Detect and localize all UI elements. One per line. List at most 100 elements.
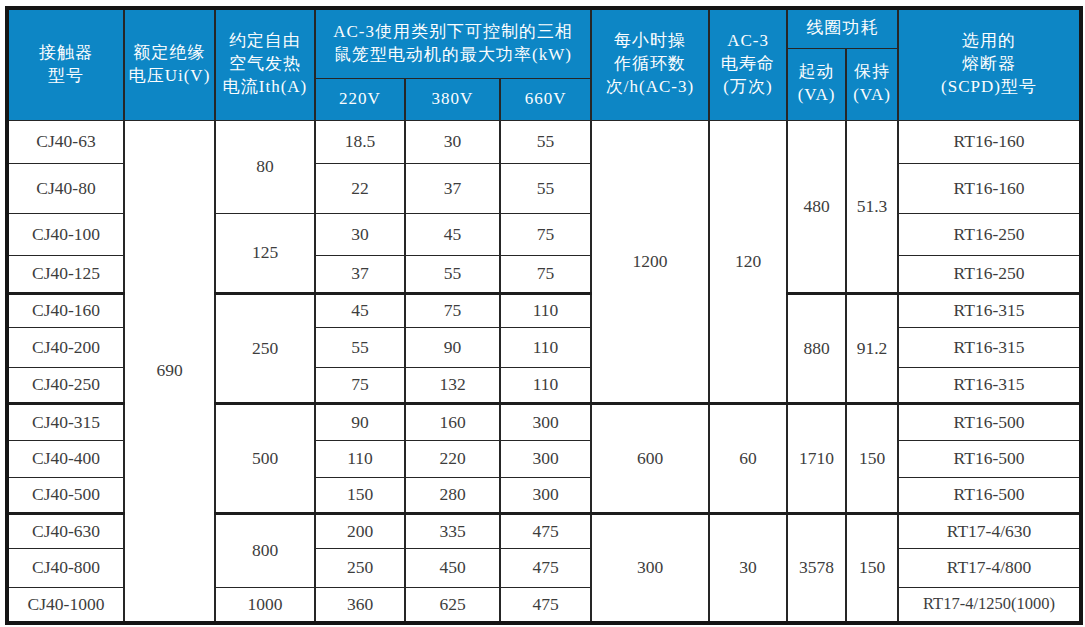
cell-start-va: 1710 (787, 403, 846, 513)
header-operating-cycles: 每小时操 作循环数 次/h(AC-3) (591, 8, 709, 120)
cell-power-380: 30 (405, 120, 500, 163)
cell-power-660: 110 (500, 367, 591, 403)
table-row: CJ40-63 690 80 18.5 30 55 1200 120 480 5… (7, 120, 1081, 163)
cell-power-660: 300 (500, 403, 591, 440)
table-header: 接触器 型号 额定绝缘 电压Ui(V) 约定自由 空气发热 电流Ith(A) A… (7, 8, 1081, 120)
cell-hold-va: 150 (846, 513, 898, 623)
cell-model: CJ40-400 (7, 440, 124, 477)
cell-power-380: 625 (405, 587, 500, 623)
cell-power-220: 110 (315, 440, 405, 477)
header-voltage-660v: 660V (500, 78, 591, 120)
cell-life: 120 (709, 120, 787, 403)
cell-hold-va: 91.2 (846, 293, 898, 403)
cell-power-220: 150 (315, 477, 405, 513)
cell-power-660: 300 (500, 477, 591, 513)
cell-model: CJ40-80 (7, 163, 124, 213)
cell-start-va: 3578 (787, 513, 846, 623)
cell-fuse: RT17-4/800 (898, 548, 1081, 587)
cell-power-380: 45 (405, 213, 500, 255)
header-coil-consumption: 线圈功耗 (787, 8, 898, 48)
cell-fuse: RT16-250 (898, 213, 1081, 255)
cell-power-380: 75 (405, 293, 500, 327)
cell-power-380: 335 (405, 513, 500, 548)
cell-hold-va: 150 (846, 403, 898, 513)
cell-model: CJ40-160 (7, 293, 124, 327)
header-voltage-380v: 380V (405, 78, 500, 120)
cell-power-220: 30 (315, 213, 405, 255)
cell-ith: 500 (215, 403, 315, 513)
cell-fuse: RT16-315 (898, 293, 1081, 327)
cell-start-va: 480 (787, 120, 846, 293)
cell-power-220: 45 (315, 293, 405, 327)
cell-ith: 125 (215, 213, 315, 293)
cell-power-220: 37 (315, 255, 405, 293)
cell-power-660: 75 (500, 213, 591, 255)
cell-fuse: RT16-315 (898, 327, 1081, 367)
header-electrical-life: AC-3 电寿命 (万次) (709, 8, 787, 120)
header-fuse-scpd: 选用的 熔断器 (SCPD)型号 (898, 8, 1081, 120)
cell-ith: 250 (215, 293, 315, 403)
cell-model: CJ40-630 (7, 513, 124, 548)
cell-fuse: RT16-500 (898, 477, 1081, 513)
cell-model: CJ40-63 (7, 120, 124, 163)
cell-start-va: 880 (787, 293, 846, 403)
contactor-spec-table: 接触器 型号 额定绝缘 电压Ui(V) 约定自由 空气发热 电流Ith(A) A… (5, 6, 1083, 625)
cell-power-380: 37 (405, 163, 500, 213)
cell-hold-va: 51.3 (846, 120, 898, 293)
header-ac3-max-power: AC-3使用类别下可控制的三相 鼠笼型电动机的最大功率(kW) (315, 8, 591, 78)
cell-power-660: 475 (500, 513, 591, 548)
cell-power-380: 55 (405, 255, 500, 293)
cell-power-220: 18.5 (315, 120, 405, 163)
cell-fuse: RT16-315 (898, 367, 1081, 403)
header-rated-insulation-voltage: 额定绝缘 电压Ui(V) (124, 8, 215, 120)
cell-power-660: 110 (500, 293, 591, 327)
cell-ith: 800 (215, 513, 315, 587)
header-voltage-220v: 220V (315, 78, 405, 120)
cell-model: CJ40-200 (7, 327, 124, 367)
cell-power-380: 280 (405, 477, 500, 513)
cell-power-220: 250 (315, 548, 405, 587)
cell-fuse: RT16-500 (898, 440, 1081, 477)
cell-power-380: 90 (405, 327, 500, 367)
cell-power-220: 55 (315, 327, 405, 367)
cell-model: CJ40-1000 (7, 587, 124, 623)
cell-model: CJ40-315 (7, 403, 124, 440)
cell-model: CJ40-250 (7, 367, 124, 403)
cell-cycles: 1200 (591, 120, 709, 403)
cell-power-220: 360 (315, 587, 405, 623)
cell-life: 30 (709, 513, 787, 623)
cell-power-660: 475 (500, 587, 591, 623)
header-coil-hold-va: 保持 (VA) (846, 48, 898, 120)
cell-power-380: 132 (405, 367, 500, 403)
cell-model: CJ40-100 (7, 213, 124, 255)
cell-fuse: RT17-4/1250(1000) (898, 587, 1081, 623)
header-contactor-model: 接触器 型号 (7, 8, 124, 120)
cell-power-220: 22 (315, 163, 405, 213)
cell-power-380: 220 (405, 440, 500, 477)
cell-ith: 80 (215, 120, 315, 213)
cell-power-380: 450 (405, 548, 500, 587)
header-thermal-current: 约定自由 空气发热 电流Ith(A) (215, 8, 315, 120)
header-coil-start-va: 起动 (VA) (787, 48, 846, 120)
cell-model: CJ40-125 (7, 255, 124, 293)
cell-power-660: 55 (500, 120, 591, 163)
cell-life: 60 (709, 403, 787, 513)
cell-power-220: 90 (315, 403, 405, 440)
cell-fuse: RT16-160 (898, 163, 1081, 213)
cell-power-660: 110 (500, 327, 591, 367)
cell-fuse: RT16-500 (898, 403, 1081, 440)
cell-model: CJ40-500 (7, 477, 124, 513)
cell-rated-voltage: 690 (124, 120, 215, 623)
cell-power-660: 475 (500, 548, 591, 587)
cell-ith: 1000 (215, 587, 315, 623)
cell-fuse: RT16-250 (898, 255, 1081, 293)
cell-model: CJ40-800 (7, 548, 124, 587)
cell-power-220: 200 (315, 513, 405, 548)
cell-fuse: RT17-4/630 (898, 513, 1081, 548)
cell-power-660: 55 (500, 163, 591, 213)
cell-power-220: 75 (315, 367, 405, 403)
cell-cycles: 300 (591, 513, 709, 623)
cell-power-660: 75 (500, 255, 591, 293)
cell-power-380: 160 (405, 403, 500, 440)
cell-cycles: 600 (591, 403, 709, 513)
